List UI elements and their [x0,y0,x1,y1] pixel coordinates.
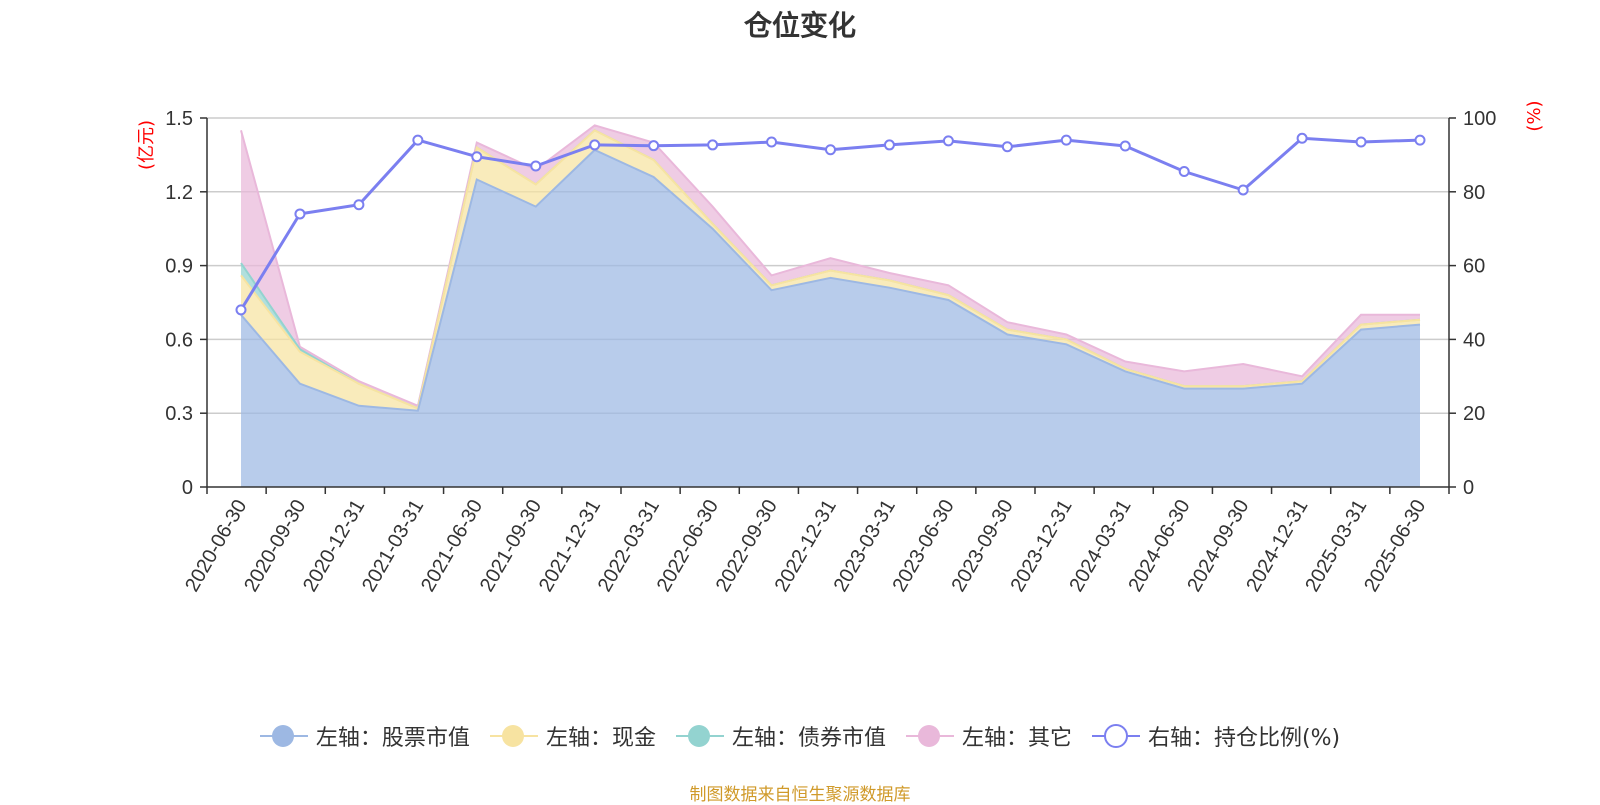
left-tick-label: 0.6 [165,329,193,351]
legend-bond-label: 左轴：债券市值 [731,726,886,751]
x-tick-label: 2022-03-31 [594,496,664,596]
legend-stock-label: 左轴：股票市值 [315,726,470,751]
holding-ratio-line [235,132,1426,316]
x-tick-label: 2023-06-30 [889,496,959,596]
ratio-point [530,160,542,172]
ratio-point [1178,166,1190,178]
area-edge-0 [240,148,1421,412]
left-tick-label: 0 [182,477,193,499]
ratio-point [1119,140,1131,152]
left-tick-label: 1.5 [165,108,193,130]
x-tick-label: 2023-03-31 [830,496,900,596]
x-tick-label: 2021-09-30 [476,496,546,596]
left-tick-label: 0.3 [165,403,193,425]
x-tick-label: 2020-09-30 [240,496,310,596]
area-3 [241,125,1420,409]
legend-item-bond[interactable]: 左轴：债券市值 [675,720,886,752]
x-tick-label: 2023-12-31 [1006,496,1076,596]
x-tick-label: 2024-06-30 [1124,496,1194,596]
ratio-point [648,140,660,152]
x-tick-label: 2020-12-31 [299,496,369,596]
chart-legend: 左轴：股票市值 左轴：现金 左轴：债券市值 左轴：其它 右轴：持仓比例(%) [0,720,1600,752]
right-tick-label: 40 [1463,329,1485,351]
legend-bond-marker [675,724,724,748]
ratio-point [1060,134,1072,146]
right-tick-label: 0 [1463,477,1474,499]
ratio-point [589,139,601,151]
legend-item-cash[interactable]: 左轴：现金 [489,720,656,752]
legend-item-other[interactable]: 左轴：其它 [905,720,1072,752]
x-tick-label: 2022-12-31 [771,496,841,596]
ratio-point [1414,134,1426,146]
ratio-point [766,136,778,148]
chart-title: 仓位变化 [743,10,856,41]
legend-other-marker [905,724,954,748]
x-tick-label: 2022-09-30 [712,496,782,596]
left-tick-label: 0.9 [165,256,193,278]
legend-item-ratio[interactable]: 右轴：持仓比例(%) [1091,720,1341,752]
right-tick-label: 80 [1463,182,1485,204]
ratio-point [883,139,895,151]
right-tick-label: 60 [1463,256,1485,278]
x-tick-label: 2023-09-30 [948,496,1018,596]
position-change-chart: 00.30.60.91.21.50204060801002020-06-3020… [136,100,1545,596]
left-tick-label: 1.2 [165,182,193,204]
legend-other-label: 左轴：其它 [961,726,1072,751]
ratio-point [1001,141,1013,153]
x-tick-label: 2025-03-31 [1301,496,1371,596]
axes [200,117,1456,494]
x-tick-label: 2024-09-30 [1183,496,1253,596]
ratio-point [707,139,719,151]
stacked-areas [240,124,1421,487]
ratio-point [825,144,836,156]
ratio-point [294,208,306,220]
right-tick-label: 20 [1463,403,1485,425]
legend-item-stock[interactable]: 左轴：股票市值 [259,720,470,752]
x-tick-label: 2020-06-30 [181,496,251,596]
x-tick-label: 2025-06-30 [1360,496,1430,596]
legend-ratio-label: 右轴：持仓比例(%) [1147,726,1341,751]
x-tick-label: 2021-03-31 [358,496,428,596]
x-tick-label: 2024-12-31 [1242,496,1312,596]
right-axis-unit: (%) [1524,100,1545,131]
ratio-point [235,304,247,316]
x-tick-label: 2021-06-30 [417,496,487,596]
left-axis-unit: (亿元) [136,120,157,170]
area-0 [241,150,1420,487]
ratio-point [942,135,954,147]
ratio-point [412,134,424,146]
ratio-point [1355,136,1367,148]
legend-stock-marker [259,724,308,748]
x-tick-label: 2024-03-31 [1065,496,1135,596]
legend-cash-label: 左轴：现金 [545,726,656,751]
data-source-note: 制图数据来自恒生聚源数据库 [689,785,911,805]
legend-cash-marker [489,724,538,748]
ratio-point [471,151,483,163]
legend-ratio-marker [1091,724,1140,748]
x-tick-label: 2022-06-30 [653,496,723,596]
ratio-point [1237,184,1249,196]
right-tick-label: 100 [1463,108,1496,130]
ratio-point [353,199,365,211]
x-tick-label: 2021-12-31 [535,496,605,596]
ratio-point [1296,132,1308,144]
area-edge-1 [240,129,1421,410]
